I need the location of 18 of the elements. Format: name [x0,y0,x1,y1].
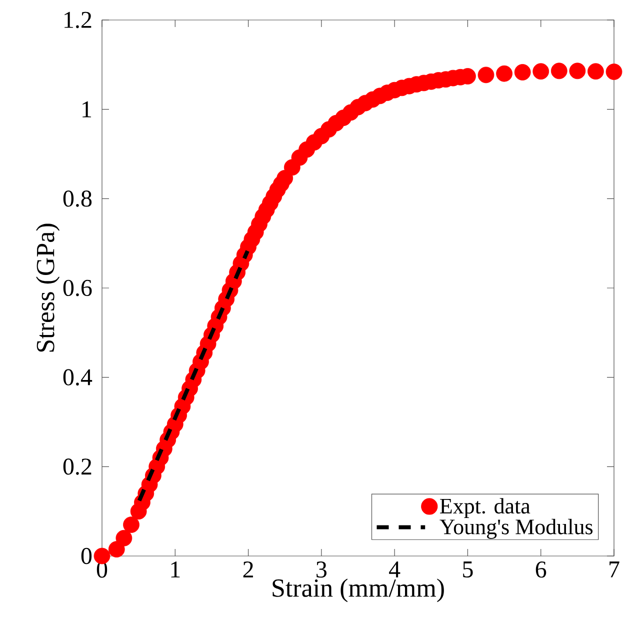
x-tick-label: 2 [243,562,253,578]
legend-label: Young's Modulus [439,518,592,539]
y-tick-label: 0.2 [63,458,91,475]
x-tick-label: 1 [171,562,180,578]
y-tick-label: 0.6 [63,280,92,296]
y-axis-title: Stress (GPa) [36,224,60,352]
y-tick-label: 0.4 [63,369,92,386]
y-tick-label: 1.2 [64,12,91,28]
y-tick-label: 0.8 [63,190,92,207]
x-tick-label: 6 [536,562,546,578]
x-axis-title: Strain (mm/mm) [272,578,444,602]
y-tick-label: 1 [82,101,91,118]
y-tick-label: 0 [81,548,92,564]
x-tick-label: 3 [316,562,326,578]
legend-label: Expt. data [440,498,530,518]
x-tick-label: 4 [388,562,400,578]
x-tick-label: 5 [462,562,473,578]
x-tick-label: 7 [609,562,620,578]
